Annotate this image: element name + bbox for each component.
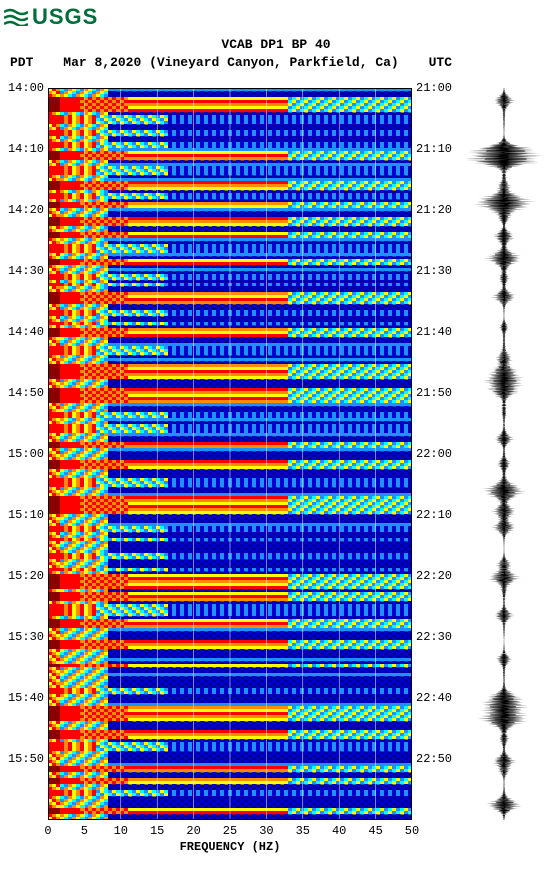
x-axis-label: FREQUENCY (HZ) [180,840,281,854]
ytick-right: 21:50 [416,386,452,400]
ytick-left: 14:30 [8,264,44,278]
ytick-left: 14:50 [8,386,44,400]
xtick: 30 [259,824,273,838]
ytick-left: 15:40 [8,691,44,705]
xtick: 50 [405,824,419,838]
spectrogram-chart [48,88,412,820]
ytick-left: 15:10 [8,508,44,522]
xtick: 40 [332,824,346,838]
ytick-right: 22:20 [416,569,452,583]
xtick: 15 [150,824,164,838]
ytick-right: 21:10 [416,142,452,156]
ytick-right: 22:40 [416,691,452,705]
usgs-logo: USGS [4,4,98,30]
ytick-left: 14:40 [8,325,44,339]
spectrogram-svg [48,88,412,820]
seismogram-svg [462,88,546,820]
xtick: 25 [223,824,237,838]
xtick: 5 [81,824,88,838]
ytick-right: 21:30 [416,264,452,278]
ytick-right: 22:00 [416,447,452,461]
seismogram [462,88,546,820]
xtick: 10 [114,824,128,838]
tz-left: PDT [10,54,33,72]
chart-header: VCAB DP1 BP 40 PDT Mar 8,2020 (Vineyard … [0,36,552,72]
date-location: Mar 8,2020 (Vineyard Canyon, Parkfield, … [63,54,398,72]
xtick: 45 [368,824,382,838]
x-axis: FREQUENCY (HZ) 05101520253035404550 [48,820,412,860]
ytick-right: 21:20 [416,203,452,217]
ytick-left: 15:20 [8,569,44,583]
ytick-right: 22:30 [416,630,452,644]
ytick-left: 14:00 [8,81,44,95]
title: VCAB DP1 BP 40 [0,36,552,54]
tz-right: UTC [429,54,452,72]
ytick-left: 15:30 [8,630,44,644]
xtick: 35 [296,824,310,838]
ytick-right: 22:10 [416,508,452,522]
logo-text: USGS [32,4,98,30]
y-axis-right: 21:0021:1021:2021:3021:4021:5022:0022:10… [416,88,456,820]
xtick: 20 [186,824,200,838]
ytick-right: 21:00 [416,81,452,95]
xtick: 0 [44,824,51,838]
ytick-left: 15:50 [8,752,44,766]
ytick-left: 14:10 [8,142,44,156]
y-axis-left: 14:0014:1014:2014:3014:4014:5015:0015:10… [4,88,44,820]
ytick-left: 15:00 [8,447,44,461]
ytick-left: 14:20 [8,203,44,217]
ytick-right: 22:50 [416,752,452,766]
wave-icon [4,8,28,26]
ytick-right: 21:40 [416,325,452,339]
